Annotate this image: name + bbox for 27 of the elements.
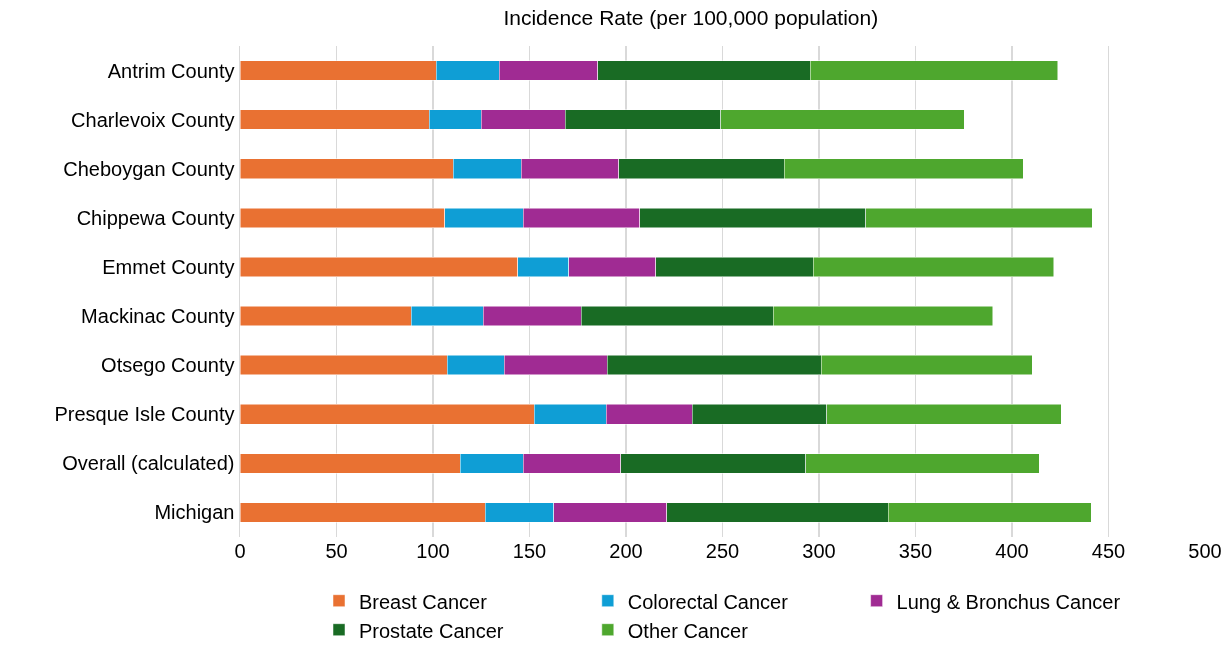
y-tick-label: Charlevoix County bbox=[71, 108, 235, 131]
x-tick-label: 400 bbox=[995, 540, 1029, 562]
chart-title: Incidence Rate (per 100,000 population) bbox=[503, 5, 879, 29]
y-tick-label: Overall (calculated) bbox=[62, 452, 235, 475]
y-tick-label: Michigan bbox=[154, 501, 235, 524]
legend-label: Other Cancer bbox=[627, 619, 749, 642]
x-tick-label: 450 bbox=[1091, 540, 1126, 562]
y-tick-label: Emmet County bbox=[102, 255, 235, 278]
y-tick-label: Chippewa County bbox=[76, 206, 235, 229]
x-tick-label: 50 bbox=[325, 540, 348, 562]
y-tick-label: Mackinac County bbox=[81, 305, 235, 328]
x-tick-label: 350 bbox=[898, 540, 933, 562]
legend-label: Colorectal Cancer bbox=[627, 590, 789, 613]
x-tick-label: 500 bbox=[1188, 540, 1222, 562]
x-tick-label: 200 bbox=[609, 540, 643, 562]
y-tick-label: Cheboygan County bbox=[63, 157, 235, 180]
legend-label: Breast Cancer bbox=[359, 590, 488, 613]
y-tick-label: Otsego County bbox=[101, 354, 235, 377]
y-tick-label: Presque Isle County bbox=[54, 403, 235, 426]
x-tick-label: 300 bbox=[802, 540, 836, 562]
x-tick-label: 100 bbox=[416, 540, 450, 562]
y-tick-label: Antrim County bbox=[107, 59, 235, 82]
x-tick-label: 250 bbox=[705, 540, 740, 562]
legend-label: Prostate Cancer bbox=[359, 619, 504, 642]
legend-label: Lung & Bronchus Cancer bbox=[896, 590, 1121, 613]
x-tick-label: 0 bbox=[234, 540, 246, 562]
x-tick-label: 150 bbox=[512, 540, 547, 562]
